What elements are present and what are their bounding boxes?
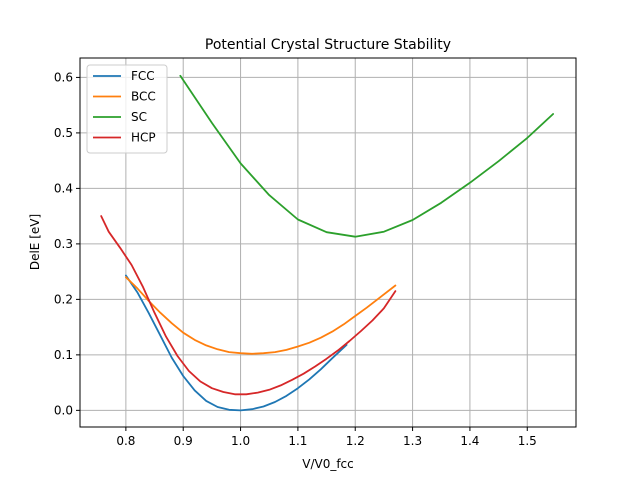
legend-label-fcc: FCC <box>131 69 155 83</box>
series-group <box>100 74 554 412</box>
x-axis-label: V/V0_fcc <box>302 457 354 471</box>
x-tick-label: 1.2 <box>346 434 365 448</box>
x-tick-label: 1.3 <box>403 434 422 448</box>
legend-label-bcc: BCC <box>131 90 156 104</box>
legend: FCC BCC SC HCP <box>86 64 168 154</box>
chart-title: Potential Crystal Structure Stability <box>205 37 451 53</box>
y-tick-label: 0.2 <box>54 292 73 306</box>
y-tick-label: 0.0 <box>54 403 73 417</box>
series-line-sc <box>179 74 554 238</box>
x-tick-label: 0.9 <box>174 434 193 448</box>
x-tick-label: 0.8 <box>116 434 135 448</box>
y-tick-label: 0.5 <box>54 126 73 140</box>
x-tick-label: 1.1 <box>288 434 307 448</box>
x-tick-label: 1.0 <box>231 434 250 448</box>
y-tick-label: 0.6 <box>54 70 73 84</box>
series-line-fcc <box>125 274 348 412</box>
legend-box <box>86 64 168 154</box>
series-line-bcc <box>125 276 397 355</box>
y-tick-label: 0.3 <box>54 237 73 251</box>
y-axis-label: DelE [eV] <box>28 214 42 270</box>
plot-frame <box>79 57 577 428</box>
y-tick-label: 0.4 <box>54 181 73 195</box>
legend-label-sc: SC <box>131 110 147 124</box>
grid <box>80 58 576 427</box>
x-tick-label: 1.4 <box>460 434 479 448</box>
x-axis-ticks: 0.8 0.9 1.0 1.1 1.2 1.3 1.4 1.5 <box>116 427 537 448</box>
y-axis-ticks: 0.0 0.1 0.2 0.3 0.4 0.5 0.6 <box>54 70 80 417</box>
y-tick-label: 0.1 <box>54 348 73 362</box>
x-tick-label: 1.5 <box>518 434 537 448</box>
series-line-hcp <box>100 215 397 396</box>
legend-label-hcp: HCP <box>131 131 156 145</box>
